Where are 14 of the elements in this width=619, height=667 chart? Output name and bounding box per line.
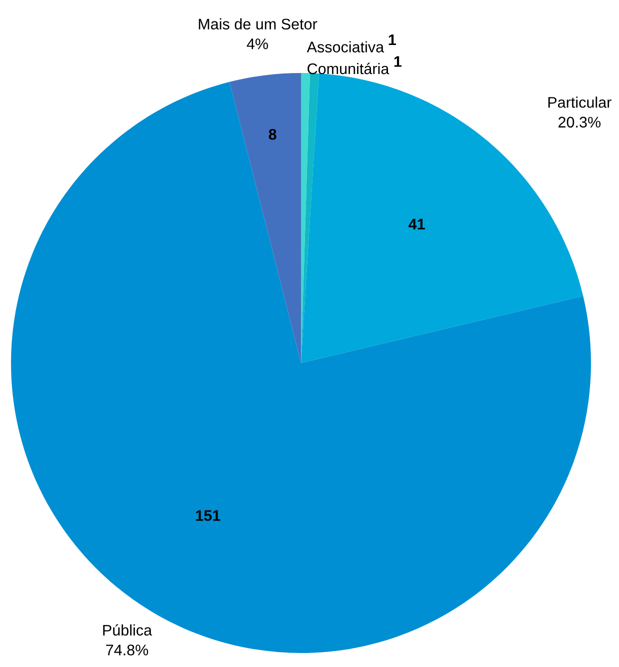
slice-label: Mais de um Setor — [198, 18, 318, 30]
data-label: 1 — [394, 56, 402, 67]
text: 74.8% — [106, 644, 148, 656]
text: 4% — [246, 38, 268, 50]
data-label: 151 — [196, 510, 220, 521]
data-label: 41 — [408, 218, 425, 230]
pie-slice — [230, 73, 301, 363]
slice-label: Pública — [103, 624, 152, 636]
data-label: 8 — [268, 128, 276, 140]
slice-label: Particular — [548, 96, 612, 108]
text: 20.3% — [558, 116, 601, 128]
slice-label: Associativa — [306, 41, 384, 52]
data-label: 1 — [388, 34, 396, 46]
slice-label: Comunitária — [308, 62, 390, 74]
